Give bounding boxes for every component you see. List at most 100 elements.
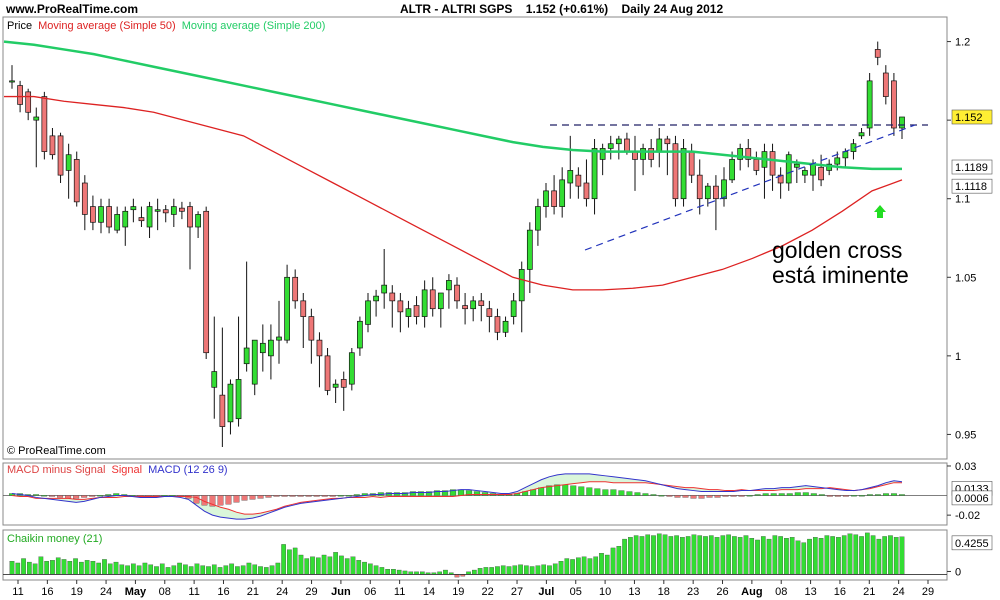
chaikin-bar <box>356 560 362 575</box>
chaikin-bar <box>680 537 685 575</box>
chaikin-bar <box>893 537 899 575</box>
chaikin-bar <box>847 533 853 575</box>
macd-histogram-bar <box>409 491 416 496</box>
macd-histogram-bar <box>899 494 905 496</box>
chaikin-bar <box>119 564 125 575</box>
candle-body <box>284 276 290 341</box>
candle-body <box>551 190 557 207</box>
chaikin-bar <box>795 540 801 575</box>
chaikin-bar <box>396 569 402 575</box>
macd-histogram-bar <box>690 495 697 499</box>
candle-body <box>899 116 905 129</box>
chaikin-bar <box>102 559 107 575</box>
chaikin-bar <box>830 536 835 575</box>
chaikin-bar <box>391 569 396 575</box>
candle-body <box>575 174 582 187</box>
chaikin-bar <box>541 564 547 575</box>
macd-histogram-bar <box>698 495 705 499</box>
candle-body <box>802 170 808 176</box>
chaikin-bar <box>714 537 720 575</box>
macd-histogram-bar <box>89 495 96 497</box>
chaikin-bar <box>697 535 703 575</box>
macd-line <box>11 473 903 520</box>
candle-body <box>721 179 727 200</box>
chaikin-bar <box>327 556 333 575</box>
macd-histogram-bar <box>562 484 569 496</box>
candle-body <box>526 229 533 270</box>
x-axis-label: 16 <box>834 586 846 598</box>
chaikin-bar <box>200 565 206 575</box>
chaikin-bar <box>824 535 830 575</box>
candle-body <box>162 209 169 214</box>
macd-histogram-bar <box>345 495 352 497</box>
chaikin-bar <box>668 536 674 575</box>
x-axis-label: Aug <box>741 586 762 598</box>
ma200-value-label: 1.1189 <box>955 162 988 174</box>
chaikin-bar <box>500 565 506 575</box>
ma50-value-label-box <box>951 178 993 194</box>
macd-histogram-bar <box>442 490 448 496</box>
chaikin-bar <box>171 565 177 575</box>
candle-body <box>640 148 646 160</box>
chaikin-bar <box>148 564 154 575</box>
chaikin-bar <box>865 532 870 575</box>
signal-value-label: 0.0006 <box>955 493 989 505</box>
signal-value-label-box <box>951 490 993 506</box>
candle-body <box>664 138 671 145</box>
candle-body <box>348 352 355 385</box>
chaikin-bar <box>367 563 373 575</box>
candle-body <box>624 138 630 152</box>
chaikin-bar <box>142 562 148 575</box>
chaikin-bar <box>656 533 662 575</box>
chaikin-bar <box>587 558 593 575</box>
candle-body <box>106 206 112 228</box>
candle-body <box>737 148 744 160</box>
macd-histogram-bar <box>217 495 224 506</box>
x-axis-label: 16 <box>217 586 229 598</box>
macd-histogram-bar <box>634 492 641 496</box>
chaikin-bar <box>211 564 217 575</box>
chaikin-bar <box>310 556 315 575</box>
macd-histogram-bar <box>674 495 681 498</box>
chaikin-bar <box>558 561 564 575</box>
macd-histogram-bar <box>313 495 320 497</box>
x-axis-label: Jun <box>331 586 351 598</box>
candle-body <box>357 320 363 349</box>
chaikin-bar <box>489 567 494 575</box>
chaikin-bar <box>344 558 350 575</box>
candle-body <box>672 143 679 200</box>
chaikin-bar <box>9 561 15 575</box>
candle-body <box>793 163 800 168</box>
candle-body <box>292 276 299 302</box>
chaikin-bar <box>483 567 489 575</box>
macd-histogram-bar <box>778 493 785 496</box>
macd-histogram-bar <box>834 495 841 497</box>
chaikin-bar <box>784 538 789 575</box>
chaikin-bar <box>899 536 905 575</box>
chaikin-bar <box>206 566 211 575</box>
candle-body <box>259 342 266 354</box>
candle-body <box>591 148 598 200</box>
macd-histogram-bar <box>81 495 88 498</box>
x-axis-label: 13 <box>804 586 816 598</box>
candle-body <box>599 148 606 160</box>
macd-histogram-bar <box>450 489 456 496</box>
chaikin-bar <box>836 537 841 575</box>
candle-body <box>122 210 129 228</box>
x-axis-label: Jul <box>538 586 554 598</box>
chaikin-bar <box>61 559 67 575</box>
macd-histogram-bar <box>802 492 809 496</box>
macd-histogram-bar <box>883 493 889 496</box>
macd-histogram-bar <box>33 494 40 496</box>
chaikin-bar <box>622 538 627 575</box>
candle-body <box>413 305 420 317</box>
chaikin-bar <box>131 563 136 575</box>
chaikin-bar <box>812 537 818 575</box>
chaikin-bar <box>281 544 286 575</box>
candle-body <box>300 300 307 317</box>
chaikin-bar <box>737 537 743 575</box>
candle-body <box>421 289 428 317</box>
candle-body <box>381 284 388 294</box>
macd-histogram-bar <box>626 491 633 496</box>
x-axis-label: 10 <box>599 586 611 598</box>
